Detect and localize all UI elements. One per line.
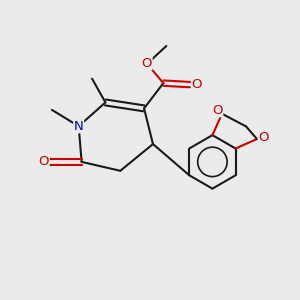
Text: O: O xyxy=(39,155,49,168)
Text: N: N xyxy=(74,120,83,133)
Text: O: O xyxy=(142,57,152,70)
Text: O: O xyxy=(191,78,202,91)
Text: O: O xyxy=(258,131,269,144)
Text: O: O xyxy=(212,104,223,117)
